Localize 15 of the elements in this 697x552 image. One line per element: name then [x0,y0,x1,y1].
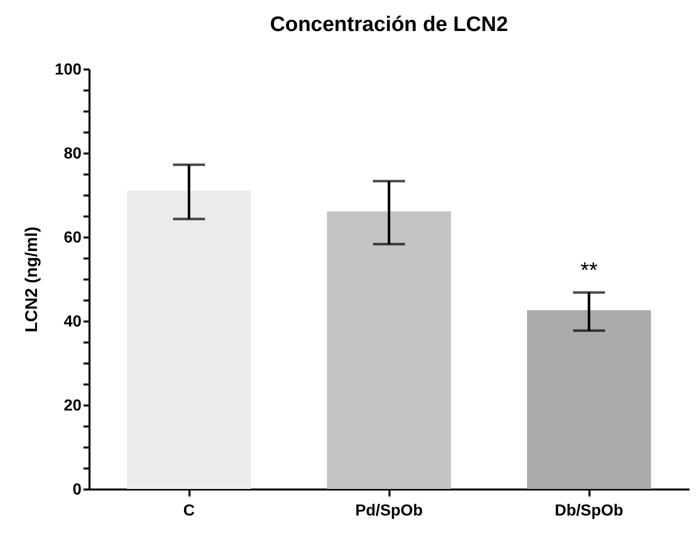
y-tick-label: 60 [64,230,82,246]
y-axis-title: LCN2 (ng/ml) [22,226,41,332]
bar [527,310,651,489]
bar [327,211,451,489]
y-tick-label: 40 [64,314,82,330]
annotation: ** [580,257,598,282]
bar [127,190,251,489]
chart-title: Concentración de LCN2 [270,13,508,36]
y-tick-label: 20 [64,398,82,414]
y-tick-label: 0 [72,482,82,498]
x-tick-label: Pd/SpOb [355,502,423,520]
y-tick-label: 100 [54,62,82,78]
x-tick-label: Db/SpOb [554,502,624,520]
x-tick-label: C [183,502,196,520]
y-tick-label: 80 [64,146,82,162]
